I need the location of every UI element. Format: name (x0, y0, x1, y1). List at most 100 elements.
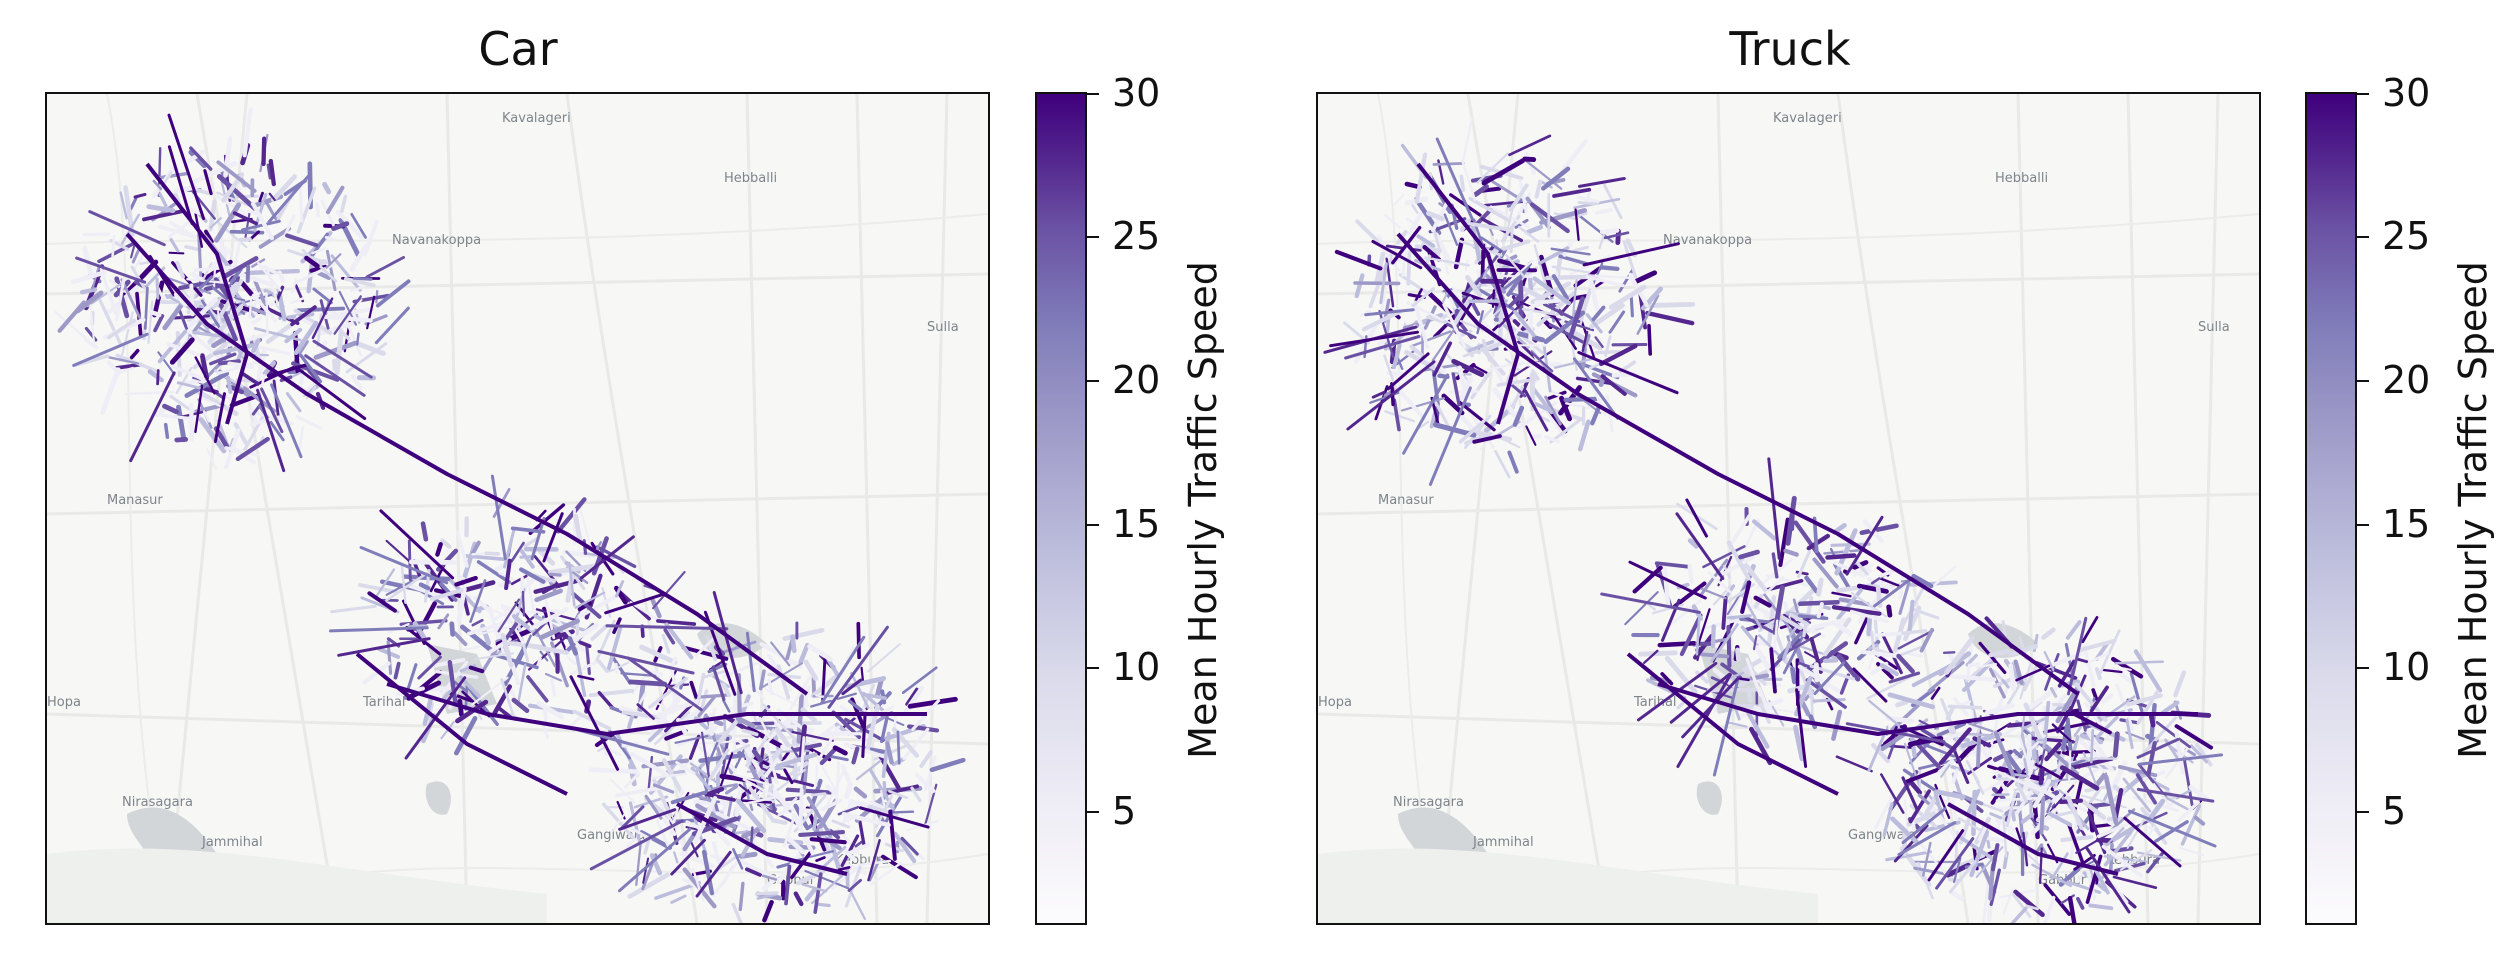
road-segment (2136, 787, 2215, 803)
road-segment (741, 778, 754, 812)
road-segment (429, 588, 464, 601)
road-segment (417, 655, 442, 680)
road-segment (111, 234, 116, 258)
map-panel-car[interactable]: Kavalageri Hebballi Navanakoppa Sulla Ma… (45, 92, 990, 925)
road-segment (1329, 330, 1419, 348)
road-segment (2039, 796, 2046, 835)
road-segment (569, 714, 584, 728)
road-segment (1359, 310, 1371, 317)
road-segment (708, 748, 730, 781)
road-segment (169, 220, 197, 239)
road-segment (539, 618, 580, 640)
road-segment (810, 672, 841, 699)
road-segment (312, 339, 373, 379)
road-segment (375, 279, 411, 308)
road-segment (1417, 420, 1430, 430)
road-segment (247, 305, 269, 316)
road-segment (1927, 829, 1965, 882)
road-segment (722, 699, 731, 713)
road-segment (1475, 249, 1502, 286)
road-segment (1551, 274, 1569, 301)
road-segment (1361, 309, 1402, 332)
road-segment (250, 201, 274, 241)
place-labels: Kavalageri Hebballi Navanakoppa Sulla Ma… (1318, 111, 2230, 888)
road-segment (643, 836, 651, 855)
road-segment (121, 311, 134, 356)
road-segment (2161, 794, 2189, 811)
road-segment (2177, 800, 2200, 823)
road-segment (466, 619, 511, 636)
road-segment (1409, 330, 1452, 348)
road-segment (1481, 338, 1492, 362)
road-segment (79, 287, 98, 295)
road-segment (2102, 668, 2123, 674)
road-segment (1572, 245, 1589, 252)
road-segment (365, 255, 406, 279)
road-segment (1773, 619, 1779, 651)
road-segment (167, 145, 194, 225)
road-segment (2049, 687, 2058, 698)
road-segment (706, 786, 725, 796)
road-segment (455, 699, 489, 724)
road-segment (184, 371, 230, 398)
road-segment (1735, 647, 1741, 662)
road-segment (910, 786, 922, 803)
road-segment (807, 643, 834, 662)
map-panel-truck[interactable]: Kavalageri Hebballi Navanakoppa Sulla Ma… (1316, 92, 2261, 925)
colorbar-tick (2357, 667, 2369, 669)
road-segment (805, 806, 827, 852)
road-segment (815, 764, 818, 787)
colorbar-tick (2357, 236, 2369, 238)
road-segment (1525, 224, 1544, 235)
road-segment (148, 309, 162, 318)
road-segment (2095, 715, 2119, 740)
road-segment (672, 687, 678, 711)
road-segment (299, 353, 323, 384)
colorbar-tick (2357, 524, 2369, 526)
road-segment (530, 517, 546, 561)
road-segment (647, 726, 664, 743)
road-segment (2072, 711, 2112, 735)
road-segment (2023, 662, 2039, 692)
road-segment (329, 626, 429, 633)
road-segment (2094, 667, 2102, 681)
road-segment (2076, 872, 2083, 883)
road-segment (2075, 657, 2089, 664)
road-segment (1354, 273, 1365, 299)
place-label: Sulla (2198, 320, 2230, 335)
road-segment (176, 404, 187, 443)
road-segment (373, 568, 396, 600)
road-segment (1681, 677, 1740, 739)
road-segment (1477, 343, 1506, 376)
road-segment (1739, 557, 1769, 594)
road-segment (2082, 644, 2096, 688)
road-segment (133, 192, 147, 199)
road-segment (627, 713, 635, 729)
road-segment (314, 202, 321, 218)
road-segment (2034, 661, 2078, 680)
road-segment (224, 446, 260, 457)
road-segment (169, 337, 195, 365)
road-segment (281, 214, 296, 242)
road-segment (187, 328, 226, 365)
road-segment (1755, 638, 1770, 647)
road-segment (1334, 249, 1383, 271)
road-segment (1465, 274, 1483, 298)
road-segment (698, 767, 713, 806)
road-segment (1726, 721, 1748, 728)
road-segment (824, 766, 847, 810)
road-segment (1823, 548, 1862, 555)
road-segment (544, 672, 563, 682)
road-segment (604, 592, 665, 615)
road-segment (1582, 242, 1680, 267)
road-segment (902, 727, 930, 761)
road-segment (408, 559, 458, 566)
road-segment (1473, 184, 1489, 197)
road-segment (771, 768, 806, 795)
road-segment (751, 748, 764, 763)
colorbar-car (1035, 92, 1087, 925)
road-segment (2094, 641, 2110, 661)
road-segment (2093, 771, 2108, 788)
road-segment (97, 241, 136, 264)
road-segment (333, 295, 362, 335)
